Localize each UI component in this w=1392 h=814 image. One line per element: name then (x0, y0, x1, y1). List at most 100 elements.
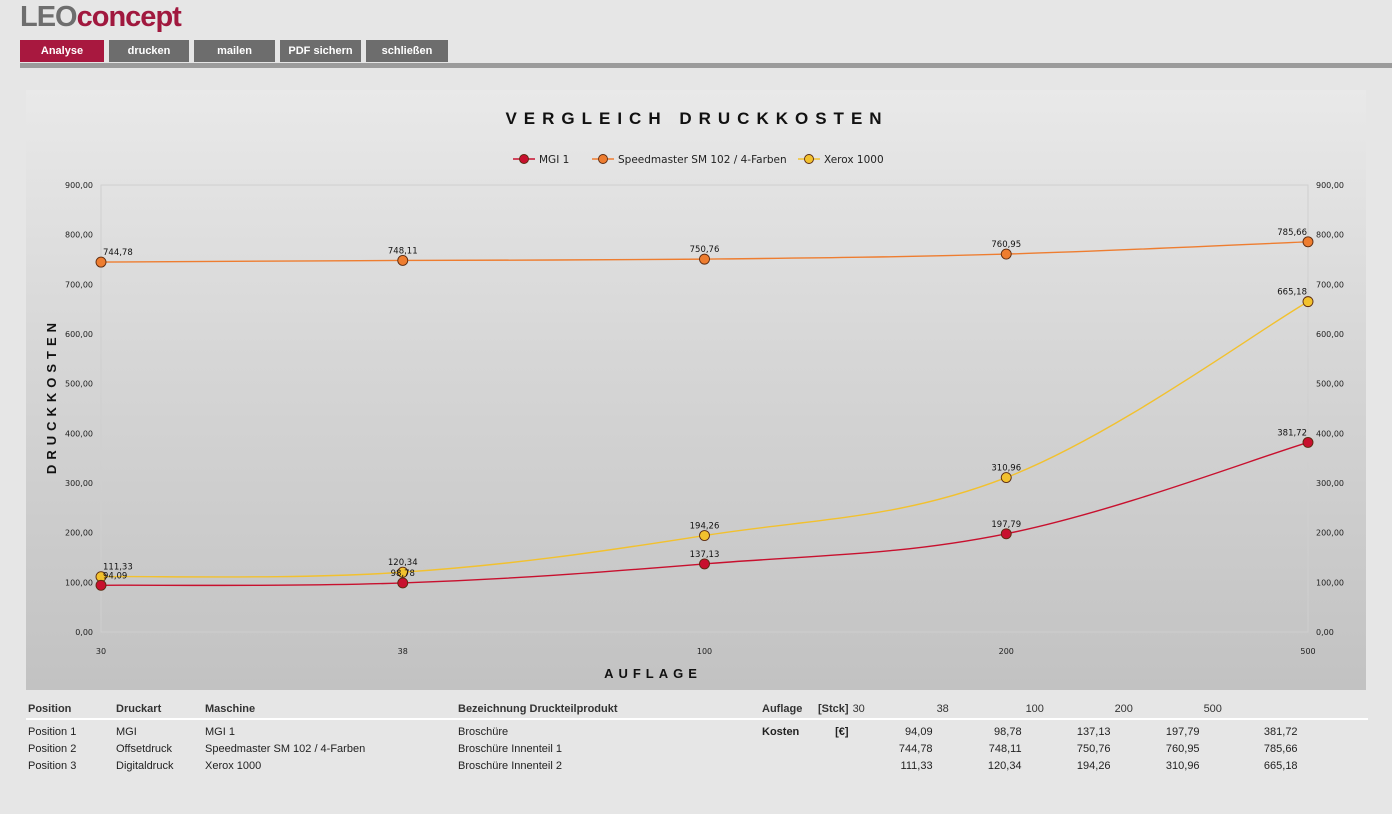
x-tick-label: 38 (398, 647, 408, 656)
header-unit: [Stck] (816, 699, 851, 720)
schliessen-button[interactable]: schließen (366, 40, 448, 62)
data-label: 381,72 (1277, 428, 1307, 438)
table-row: Position 2 Offsetdruck Speedmaster SM 10… (26, 740, 1368, 757)
data-label: 750,76 (690, 245, 720, 255)
row-position: Position 2 (28, 742, 77, 755)
brand-logo: LEOconcept (20, 1, 182, 33)
row-cost: 137,13 (1076, 725, 1111, 738)
y-tick-label-left: 900,00 (65, 181, 93, 190)
y-tick-label-left: 800,00 (65, 231, 93, 240)
row-cost: 665,18 (1263, 759, 1298, 772)
y-tick-label-left: 400,00 (65, 429, 93, 438)
row-druckart: Digitaldruck (116, 759, 174, 772)
cost-table: Position Druckart Maschine Bezeichnung D… (26, 699, 1368, 774)
data-label: 744,78 (103, 248, 133, 258)
chart-panel: VERGLEICH DRUCKKOSTEN MGI 1 Speedmaster S… (26, 90, 1366, 690)
row-maschine: Speedmaster SM 102 / 4-Farben (205, 742, 366, 755)
pdf-sichern-button[interactable]: PDF sichern (280, 40, 361, 62)
row-empty (816, 757, 851, 774)
chart-plot-area (100, 184, 1309, 633)
row-cost: 120,34 (987, 759, 1022, 772)
row-bezeichnung: Broschüre (458, 725, 509, 738)
data-label: 194,26 (690, 522, 720, 532)
header-auflage: Auflage (760, 699, 816, 720)
legend-label: Xerox 1000 (824, 154, 884, 166)
y-tick-label-right: 400,00 (1316, 429, 1344, 438)
row-cost: 310,96 (1165, 759, 1200, 772)
y-tick-label-left: 100,00 (65, 578, 93, 587)
data-label: 748,11 (388, 246, 418, 256)
table-header-row: Position Druckart Maschine Bezeichnung D… (26, 699, 1368, 720)
data-point (1000, 248, 1012, 260)
y-tick-label-right: 300,00 (1316, 479, 1344, 488)
data-point (1000, 472, 1012, 484)
header-qty-38: 38 (934, 699, 1024, 720)
row-cost: 748,11 (988, 742, 1022, 755)
data-point (1000, 528, 1012, 540)
cost-comparison-chart: VERGLEICH DRUCKKOSTEN MGI 1 Speedmaster S… (44, 109, 1344, 681)
data-label: 94,09 (103, 571, 127, 581)
row-empty (760, 757, 816, 774)
y-tick-label-left: 600,00 (65, 330, 93, 339)
brand-logo-part2: concept (76, 1, 182, 33)
y-tick-label-right: 500,00 (1316, 380, 1344, 389)
x-tick-label: 100 (697, 647, 712, 656)
chart-points (95, 236, 1314, 591)
y-tick-label-right: 900,00 (1316, 181, 1344, 190)
header-bezeichnung: Bezeichnung Druckteilprodukt (456, 699, 760, 720)
toolbar-divider (20, 63, 1392, 68)
data-point (1302, 296, 1314, 308)
header-qty-500: 500 (1201, 699, 1300, 720)
mailen-button[interactable]: mailen (194, 40, 275, 62)
row-spacer (1300, 719, 1368, 740)
row-cost: 197,79 (1165, 725, 1200, 738)
data-point (699, 530, 710, 541)
analyse-button[interactable]: Analyse (20, 40, 104, 62)
y-tick-label-left: 200,00 (65, 529, 93, 538)
drucken-button[interactable]: drucken (109, 40, 189, 62)
row-cost: 785,66 (1263, 742, 1298, 755)
x-tick-label: 200 (999, 647, 1014, 656)
row-cost: 194,26 (1076, 759, 1111, 772)
y-tick-label-left: 0,00 (75, 628, 93, 637)
plot-area-frame (100, 184, 1309, 633)
data-point (95, 579, 107, 591)
legend-label: Speedmaster SM 102 / 4-Farben (618, 154, 787, 166)
row-position: Position 3 (28, 759, 77, 772)
legend-label: MGI 1 (539, 154, 569, 166)
row-bezeichnung: Broschüre Innenteil 1 (458, 742, 562, 755)
row-cost: 381,72 (1263, 725, 1298, 738)
y-axis-title: DRUCKKOSTEN (44, 318, 59, 474)
data-label: 310,96 (991, 464, 1021, 474)
x-tick-label: 500 (1300, 647, 1315, 656)
data-label: 98,78 (391, 569, 415, 579)
cost-label: Kosten (762, 725, 800, 738)
row-cost: 98,78 (994, 725, 1022, 738)
row-cost: 744,78 (898, 742, 933, 755)
chart-title: VERGLEICH DRUCKKOSTEN (505, 109, 888, 128)
data-point (699, 558, 710, 570)
header-qty-100: 100 (1023, 699, 1113, 720)
header-qty-200: 200 (1112, 699, 1202, 720)
y-tick-label-right: 700,00 (1316, 280, 1344, 289)
row-empty (760, 740, 816, 757)
y-tick-label-right: 600,00 (1316, 330, 1344, 339)
table-row: Position 1 MGI MGI 1 Broschüre Kosten [€… (26, 719, 1368, 740)
header-position: Position (26, 699, 114, 720)
row-position: Position 1 (28, 725, 77, 738)
cost-unit: [€] (835, 725, 849, 738)
data-label: 760,95 (991, 240, 1021, 250)
data-label: 197,79 (991, 520, 1021, 530)
legend-marker (519, 154, 529, 164)
row-bezeichnung: Broschüre Innenteil 2 (458, 759, 562, 772)
row-empty (816, 740, 851, 757)
data-point (1302, 236, 1314, 248)
legend-marker (598, 154, 608, 164)
row-spacer (1300, 757, 1368, 774)
data-label: 120,34 (388, 558, 418, 568)
data-point (1302, 436, 1314, 448)
y-axis-left: 0,00 100,00 200,00 300,00 400,00 500,00 600,00… (65, 181, 93, 637)
y-tick-label-right: 100,00 (1316, 578, 1344, 587)
y-tick-label-right: 200,00 (1316, 529, 1344, 538)
data-point (397, 254, 409, 266)
